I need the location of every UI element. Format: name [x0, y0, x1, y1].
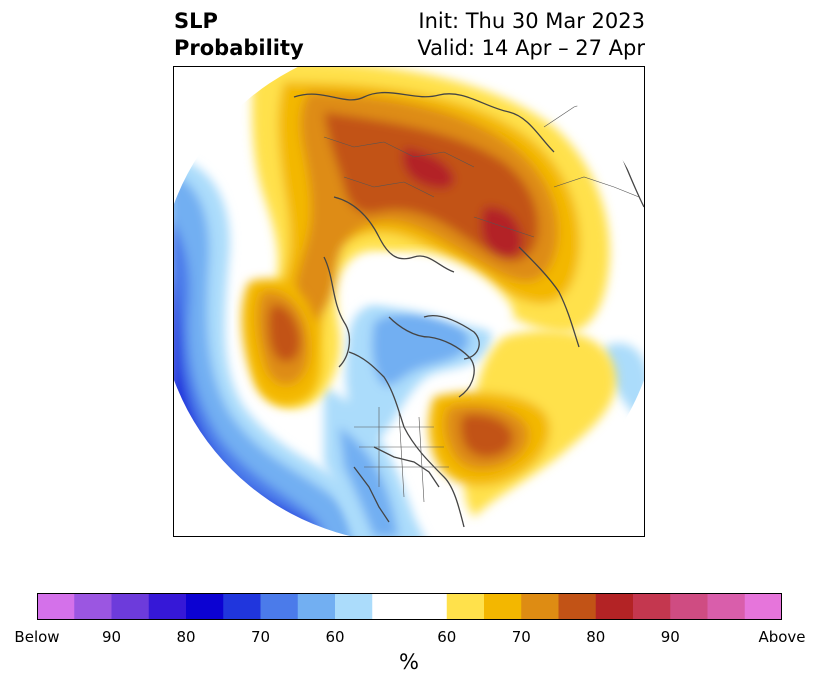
- colorbar-cell: [446, 593, 485, 620]
- colorbar-tick-label: Above: [758, 628, 806, 646]
- colorbar-cell: [186, 593, 224, 620]
- colorbar-cell: [521, 593, 559, 620]
- colorbar-cell: [633, 593, 671, 620]
- probability-map: [174, 67, 644, 536]
- colorbar-tick-label: 80: [586, 628, 606, 646]
- colorbar-cell: [707, 593, 746, 620]
- colorbar: [37, 593, 782, 620]
- init-date: Init: Thu 30 Mar 2023: [418, 9, 645, 33]
- colorbar-cell: [260, 593, 299, 620]
- colorbar-border: [37, 593, 782, 620]
- map-title: SLP Probability: [174, 8, 304, 62]
- colorbar-cell: [148, 593, 187, 620]
- colorbar-cell: [670, 593, 708, 620]
- colorbar-cell: [558, 593, 597, 620]
- colorbar-tick-label: 70: [511, 628, 531, 646]
- colorbar-cell: [744, 593, 782, 620]
- colorbar-tick-label: 60: [325, 628, 345, 646]
- colorbar-cell: [335, 593, 373, 620]
- map-panel: [173, 66, 645, 537]
- above-normal-atlantic: [428, 330, 616, 517]
- forecast-dates: Init: Thu 30 Mar 2023 Valid: 14 Apr – 27…: [417, 8, 645, 62]
- colorbar-cell: [37, 593, 75, 620]
- colorbar-cell: [74, 593, 112, 620]
- valid-range: Valid: 14 Apr – 27 Apr: [417, 36, 645, 60]
- colorbar-cell: [409, 593, 448, 620]
- colorbar-tick-label: 60: [437, 628, 457, 646]
- colorbar-cell: [223, 593, 261, 620]
- colorbar-cell: [372, 593, 410, 620]
- above-normal-pacific: [241, 278, 321, 406]
- title-line-1: SLP: [174, 9, 218, 33]
- colorbar-cell: [595, 593, 634, 620]
- title-line-2: Probability: [174, 36, 304, 60]
- colorbar-tick-label: 90: [660, 628, 680, 646]
- colorbar-cell: [297, 593, 336, 620]
- above-normal-eurasia: [252, 67, 610, 409]
- colorbar-tick-label: 70: [250, 628, 271, 646]
- colorbar-cell: [111, 593, 150, 620]
- colorbar-cell: [484, 593, 522, 620]
- colorbar-tick-label: Below: [14, 628, 60, 646]
- colorbar-tick-label: 80: [176, 628, 196, 646]
- colorbar-unit-label: %: [399, 650, 419, 674]
- colorbar-tick-label: 90: [101, 628, 122, 646]
- below-normal-north-america: [324, 296, 491, 536]
